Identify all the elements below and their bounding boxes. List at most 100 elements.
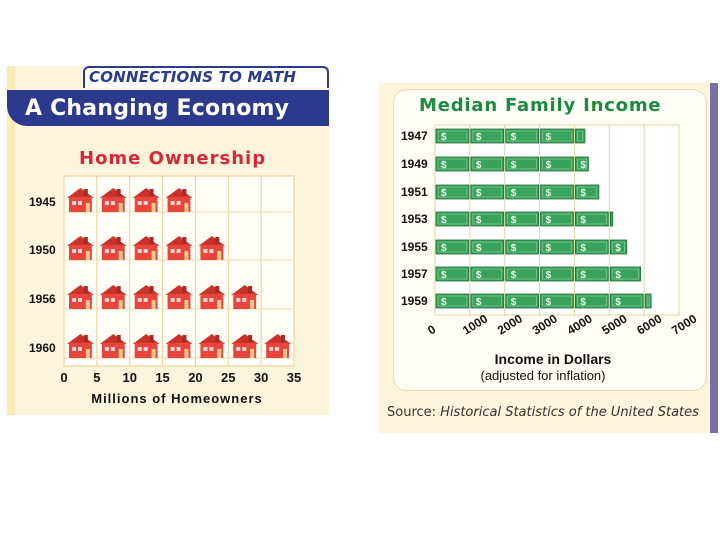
dollar-bill-icon: $	[609, 266, 642, 282]
bar	[67, 236, 226, 260]
dollar-bill-icon: $	[470, 266, 505, 282]
svg-text:$: $	[580, 297, 586, 308]
category-label: 1949	[401, 157, 428, 171]
dollar-bill-icon	[644, 293, 652, 309]
svg-text:$: $	[441, 270, 447, 281]
category-label: 1953	[401, 212, 428, 226]
dollar-bill-icon: $	[540, 239, 574, 255]
house-icon	[231, 285, 259, 309]
bar: $ $ $ $ $	[435, 156, 589, 172]
median-income-title: Median Family Income	[419, 95, 662, 116]
economy-title: A Changing Economy	[25, 96, 290, 121]
x-axis-label: Income in Dollars	[495, 351, 612, 367]
connections-tab	[83, 66, 329, 88]
dollar-bill-icon: $	[575, 293, 609, 309]
home-ownership-title: Home Ownership	[79, 148, 267, 169]
dollar-bill-icon	[575, 128, 586, 144]
house-icon	[165, 188, 193, 212]
dollar-bill-icon: $	[470, 184, 505, 200]
svg-text:$: $	[615, 270, 621, 281]
home-ownership-panel: CONNECTIONS TO MATH A Changing Economy H…	[7, 66, 329, 415]
dollar-bill-icon: $	[435, 293, 470, 309]
dollar-bill-icon: $	[505, 266, 539, 282]
dollar-bill-icon: $	[470, 128, 505, 144]
svg-text:$: $	[615, 297, 621, 308]
dollar-bill-icon: $	[575, 184, 600, 200]
svg-text:$: $	[511, 160, 517, 171]
svg-text:$: $	[476, 297, 482, 308]
bar: $ $ $ $ $ $	[435, 266, 642, 282]
house-icon	[132, 334, 160, 358]
house-icon	[99, 285, 127, 309]
svg-text:$: $	[546, 215, 552, 226]
dollar-bill-icon: $	[609, 239, 628, 255]
svg-text:$: $	[476, 243, 482, 254]
category-label: 1950	[29, 243, 56, 257]
category-label: 1959	[401, 294, 428, 308]
dollar-bill-icon: $	[540, 293, 574, 309]
x-axis-label: Millions of Homeowners	[91, 391, 263, 406]
x-tick-label: 5	[93, 370, 100, 385]
house-icon	[99, 236, 127, 260]
dollar-bill-icon: $	[505, 128, 539, 144]
svg-text:$: $	[546, 132, 552, 143]
svg-text:$: $	[580, 270, 586, 281]
dollar-bill-icon: $	[540, 211, 574, 227]
house-icon	[165, 236, 193, 260]
bar	[67, 334, 291, 358]
svg-text:$: $	[476, 160, 482, 171]
source-line: Source: Historical Statistics of the Uni…	[387, 405, 699, 420]
x-tick-label: 15	[155, 370, 169, 385]
svg-text:$: $	[546, 160, 552, 171]
category-label: 1960	[29, 341, 56, 355]
dollar-bill-icon: $	[505, 293, 539, 309]
svg-text:$: $	[511, 215, 517, 226]
house-icon	[165, 334, 193, 358]
svg-text:$: $	[580, 215, 586, 226]
svg-text:$: $	[511, 270, 517, 281]
bar: $ $ $ $ $ $	[435, 239, 628, 255]
x-tick-label: 35	[287, 370, 301, 385]
house-icon	[132, 285, 160, 309]
house-icon	[231, 334, 259, 358]
svg-text:$: $	[511, 132, 517, 143]
dollar-bill-icon: $	[540, 156, 574, 172]
dollar-bill-icon	[609, 211, 614, 227]
house-icon	[67, 285, 94, 309]
x-tick-label: 0	[425, 322, 438, 338]
svg-text:$: $	[441, 132, 447, 143]
category-label: 1956	[29, 292, 56, 306]
dollar-bill-icon: $	[575, 211, 609, 227]
house-icon	[132, 188, 160, 212]
dollar-bill-icon: $	[470, 156, 505, 172]
economy-banner	[7, 90, 329, 126]
dollar-bill-icon: $	[435, 184, 470, 200]
svg-text:$: $	[546, 243, 552, 254]
dollar-bill-icon: $	[470, 211, 505, 227]
category-label: 1955	[401, 240, 428, 254]
svg-text:$: $	[615, 243, 621, 254]
dollar-bill-icon: $	[435, 211, 470, 227]
house-icon	[67, 188, 94, 212]
dollar-bill-icon: $	[575, 156, 589, 172]
panel-side-stripe	[7, 66, 15, 415]
svg-text:$: $	[546, 297, 552, 308]
category-label: 1945	[29, 195, 56, 209]
x-tick-label: 20	[188, 370, 202, 385]
category-label: 1947	[401, 129, 428, 143]
svg-text:$: $	[441, 188, 447, 199]
dollar-bill-icon: $	[540, 184, 574, 200]
svg-text:$: $	[580, 188, 586, 199]
category-label: 1951	[401, 185, 428, 199]
dollar-bill-icon: $	[435, 239, 470, 255]
bar: $ $ $ $ $	[435, 184, 600, 200]
svg-text:$: $	[546, 270, 552, 281]
house-icon	[132, 236, 160, 260]
dollar-bill-icon: $	[435, 266, 470, 282]
category-label: 1957	[401, 267, 428, 281]
median-income-panel: Median Family Income 1947 $ $ $ $1949 $ $ $ $ $19…	[379, 83, 718, 433]
svg-text:$: $	[580, 243, 586, 254]
svg-text:$: $	[441, 215, 447, 226]
house-icon	[198, 334, 226, 358]
x-axis-note: (adjusted for inflation)	[480, 368, 605, 383]
